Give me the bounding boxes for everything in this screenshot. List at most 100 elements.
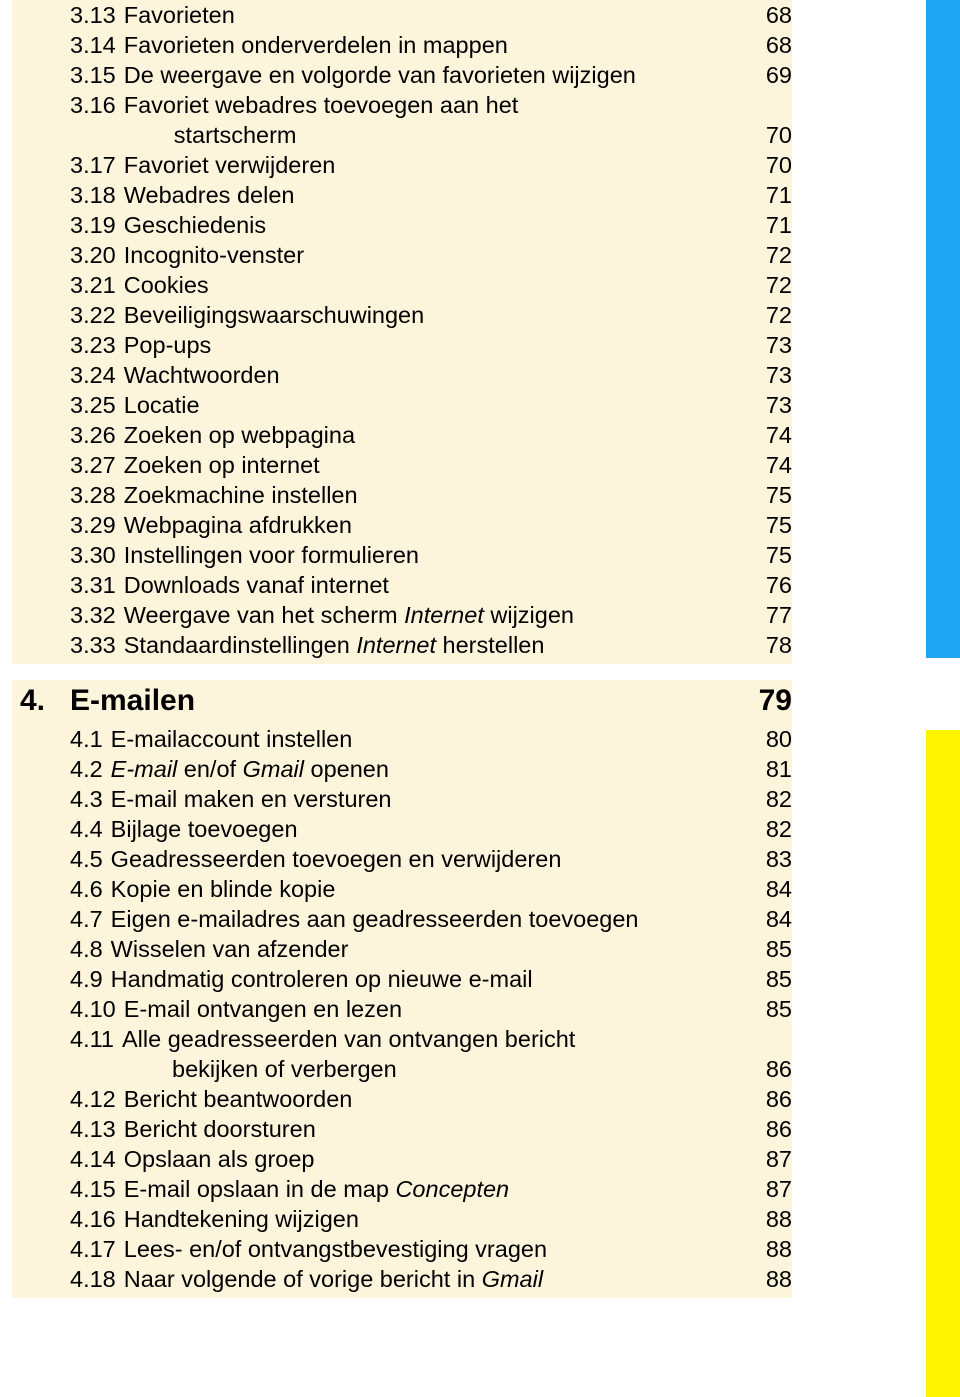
toc-entry-title: Incognito-venster — [124, 240, 742, 270]
chapter-title: E-mailen — [70, 684, 732, 718]
toc-entry: 4.1E-mailaccount instellen80 — [12, 724, 792, 754]
toc-entry-number: 3.20 — [70, 240, 124, 270]
toc-entry: 4.4Bijlage toevoegen82 — [12, 814, 792, 844]
toc-entry-title: De weergave en volgorde van favorieten w… — [124, 60, 742, 90]
toc-page: 3.13Favorieten683.14Favorieten onderverd… — [0, 0, 960, 1397]
toc-entry-title: Geadresseerden toevoegen en verwijderen — [111, 844, 742, 874]
toc-entry-title: Bericht doorsturen — [124, 1114, 742, 1144]
toc-entry: 3.24Wachtwoorden73 — [12, 360, 792, 390]
toc-entry: 3.25Locatie73 — [12, 390, 792, 420]
toc-entry: 4.8Wisselen van afzender85 — [12, 934, 792, 964]
toc-entry-title: Beveiligingswaarschuwingen — [124, 300, 742, 330]
toc-entry: 3.19Geschiedenis71 — [12, 210, 792, 240]
toc-entry: 3.29Webpagina afdrukken75 — [12, 510, 792, 540]
toc-entry-page: 83 — [742, 844, 792, 874]
toc-entry-number: 3.15 — [70, 60, 124, 90]
toc-entry: 3.23Pop-ups73 — [12, 330, 792, 360]
toc-entry-page: 73 — [742, 390, 792, 420]
toc-entry: 4.7Eigen e-mailadres aan geadresseerden … — [12, 904, 792, 934]
toc-entry-number: 3.32 — [70, 600, 124, 630]
toc-entry: 3.16Favoriet webadres toevoegen aan hets… — [12, 90, 792, 150]
toc-entry-page: 84 — [742, 904, 792, 934]
toc-entry: 4.15E-mail opslaan in de map Concepten87 — [12, 1174, 792, 1204]
toc-entry-title: Favorieten — [124, 0, 742, 30]
toc-entry-title: Standaardinstellingen Internet herstelle… — [124, 630, 742, 660]
toc-entry: 4.16Handtekening wijzigen88 — [12, 1204, 792, 1234]
toc-entry-number: 4.2 — [70, 754, 111, 784]
toc-entry-page: 78 — [742, 630, 792, 660]
toc-entry-title: Pop-ups — [124, 330, 742, 360]
toc-entry-page: 85 — [742, 964, 792, 994]
chapter-heading: 4.E-mailen79 — [12, 684, 792, 718]
toc-entry-title: Zoeken op webpagina — [124, 420, 742, 450]
toc-entry-title: Favoriet verwijderen — [124, 150, 742, 180]
toc-entry-number: 3.23 — [70, 330, 124, 360]
toc-entry-title: Wisselen van afzender — [111, 934, 742, 964]
toc-entry-title: E-mail ontvangen en lezen — [124, 994, 742, 1024]
toc-entry: 3.15De weergave en volgorde van favoriet… — [12, 60, 792, 90]
toc-entry-title: Weergave van het scherm Internet wijzige… — [124, 600, 742, 630]
toc-entry-number: 4.17 — [70, 1234, 124, 1264]
toc-entry-number: 3.25 — [70, 390, 124, 420]
toc-entry: 4.9Handmatig controleren op nieuwe e-mai… — [12, 964, 792, 994]
toc-entry-title: Downloads vanaf internet — [124, 570, 742, 600]
toc-entry-page: 86 — [742, 1084, 792, 1114]
toc-entry-page: 71 — [742, 210, 792, 240]
toc-entry-number: 3.27 — [70, 450, 124, 480]
toc-entry: 4.17Lees- en/of ontvangstbevestiging vra… — [12, 1234, 792, 1264]
toc-entry: 3.33Standaardinstellingen Internet herst… — [12, 630, 792, 660]
toc-entry-number: 3.13 — [70, 0, 124, 30]
toc-entry-number: 4.7 — [70, 904, 111, 934]
toc-entry-title: Webadres delen — [124, 180, 742, 210]
toc-entry-title: E-mail maken en versturen — [111, 784, 742, 814]
toc-entry-number: 4.13 — [70, 1114, 124, 1144]
toc-entry: 4.10E-mail ontvangen en lezen85 — [12, 994, 792, 1024]
toc-entry: 4.14Opslaan als groep87 — [12, 1144, 792, 1174]
toc-entry-title: Locatie — [124, 390, 742, 420]
toc-entry: 4.13Bericht doorsturen86 — [12, 1114, 792, 1144]
toc-entry-page: 87 — [742, 1144, 792, 1174]
toc-entry-page: 71 — [742, 180, 792, 210]
toc-entry-number: 3.33 — [70, 630, 124, 660]
toc-entry-number: 4.6 — [70, 874, 111, 904]
toc-entry-title: Eigen e-mailadres aan geadresseerden toe… — [111, 904, 742, 934]
toc-entry-page: 73 — [742, 330, 792, 360]
toc-entry-title: Alle geadresseerden van ontvangen berich… — [122, 1024, 742, 1084]
toc-entry-page: 75 — [742, 510, 792, 540]
toc-entry-number: 3.21 — [70, 270, 124, 300]
toc-entry-title: Bijlage toevoegen — [111, 814, 742, 844]
toc-entry-title: Cookies — [124, 270, 742, 300]
toc-entry-number: 4.15 — [70, 1174, 124, 1204]
toc-entry-number: 4.11 — [70, 1024, 122, 1054]
toc-entry-page: 70 — [742, 120, 792, 150]
toc-entry-page: 72 — [742, 240, 792, 270]
toc-entry-title: Zoeken op internet — [124, 450, 742, 480]
toc-entry-number: 4.5 — [70, 844, 111, 874]
toc-entry-number: 4.10 — [70, 994, 124, 1024]
toc-entry-page: 85 — [742, 934, 792, 964]
toc-entry-title: E-mailaccount instellen — [111, 724, 742, 754]
toc-entry-number: 4.14 — [70, 1144, 124, 1174]
toc-entry: 4.12Bericht beantwoorden86 — [12, 1084, 792, 1114]
toc-entry: 4.6Kopie en blinde kopie84 — [12, 874, 792, 904]
toc-entry-number: 4.18 — [70, 1264, 124, 1294]
toc-entry-number: 4.12 — [70, 1084, 124, 1114]
toc-entry: 3.20Incognito-venster72 — [12, 240, 792, 270]
toc-entry: 3.22Beveiligingswaarschuwingen72 — [12, 300, 792, 330]
toc-entry-number: 3.30 — [70, 540, 124, 570]
toc-entry-title: E-mail opslaan in de map Concepten — [124, 1174, 742, 1204]
toc-section-3: 3.13Favorieten683.14Favorieten onderverd… — [12, 0, 792, 664]
toc-entry-number: 4.3 — [70, 784, 111, 814]
toc-entry-page: 77 — [742, 600, 792, 630]
toc-entry-number: 3.31 — [70, 570, 124, 600]
toc-entry-title: E-mail en/of Gmail openen — [111, 754, 742, 784]
toc-entry-page: 82 — [742, 814, 792, 844]
toc-entry-title: Favoriet webadres toevoegen aan hetstart… — [124, 90, 742, 150]
toc-entry-number: 3.29 — [70, 510, 124, 540]
toc-entry: 3.13Favorieten68 — [12, 0, 792, 30]
toc-entry: 4.11Alle geadresseerden van ontvangen be… — [12, 1024, 792, 1084]
toc-entry: 3.31Downloads vanaf internet76 — [12, 570, 792, 600]
toc-section-4: 4.E-mailen79 4.1E-mailaccount instellen80… — [12, 680, 792, 1298]
toc-entry-page: 72 — [742, 300, 792, 330]
toc-entry-number: 3.17 — [70, 150, 124, 180]
